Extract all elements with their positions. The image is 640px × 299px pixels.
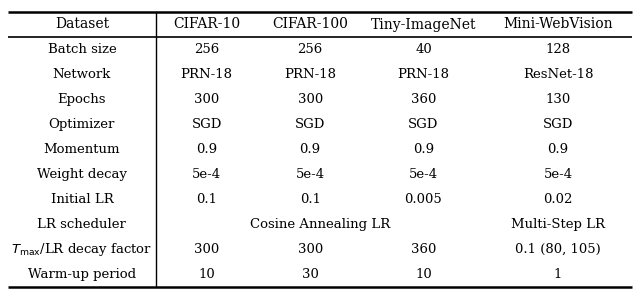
Text: 0.9: 0.9 [413,143,434,156]
Text: SGD: SGD [408,118,438,131]
Text: 300: 300 [298,243,323,256]
Text: 5e-4: 5e-4 [409,168,438,181]
Text: Momentum: Momentum [44,143,120,156]
Text: 40: 40 [415,43,432,56]
Text: SGD: SGD [295,118,325,131]
Text: 300: 300 [298,93,323,106]
Text: LR scheduler: LR scheduler [38,218,126,231]
Text: 0.1: 0.1 [300,193,321,206]
Text: 1: 1 [554,268,563,281]
Text: 0.9: 0.9 [196,143,217,156]
Text: 0.9: 0.9 [300,143,321,156]
Text: SGD: SGD [191,118,222,131]
Text: PRN-18: PRN-18 [284,68,336,81]
Text: 300: 300 [194,93,220,106]
Text: 10: 10 [415,268,432,281]
Text: 128: 128 [545,43,571,56]
Text: 360: 360 [411,243,436,256]
Text: $T_{\mathrm{max}}$/LR decay factor: $T_{\mathrm{max}}$/LR decay factor [12,241,152,258]
Text: 300: 300 [194,243,220,256]
Text: Weight decay: Weight decay [37,168,127,181]
Text: 5e-4: 5e-4 [192,168,221,181]
Text: 0.1 (80, 105): 0.1 (80, 105) [515,243,601,256]
Text: 256: 256 [298,43,323,56]
Text: SGD: SGD [543,118,573,131]
Text: Dataset: Dataset [55,18,109,31]
Text: 5e-4: 5e-4 [543,168,573,181]
Text: CIFAR-10: CIFAR-10 [173,18,240,31]
Text: 360: 360 [411,93,436,106]
Text: Mini-WebVision: Mini-WebVision [503,18,613,31]
Text: 0.1: 0.1 [196,193,217,206]
Text: PRN-18: PRN-18 [180,68,233,81]
Text: Network: Network [52,68,111,81]
Text: CIFAR-100: CIFAR-100 [272,18,348,31]
Text: Multi-Step LR: Multi-Step LR [511,218,605,231]
Text: 5e-4: 5e-4 [296,168,324,181]
Text: Cosine Annealing LR: Cosine Annealing LR [250,218,390,231]
Text: 0.005: 0.005 [404,193,442,206]
Text: Batch size: Batch size [47,43,116,56]
Text: Optimizer: Optimizer [49,118,115,131]
Text: 130: 130 [545,93,571,106]
Text: 10: 10 [198,268,215,281]
Text: 0.9: 0.9 [548,143,569,156]
Text: 30: 30 [301,268,319,281]
Text: PRN-18: PRN-18 [397,68,449,81]
Text: Warm-up period: Warm-up period [28,268,136,281]
Text: Epochs: Epochs [58,93,106,106]
Text: Initial LR: Initial LR [51,193,113,206]
Text: 0.02: 0.02 [543,193,573,206]
Text: Tiny-ImageNet: Tiny-ImageNet [371,18,476,31]
Text: 256: 256 [194,43,220,56]
Text: ResNet-18: ResNet-18 [523,68,593,81]
